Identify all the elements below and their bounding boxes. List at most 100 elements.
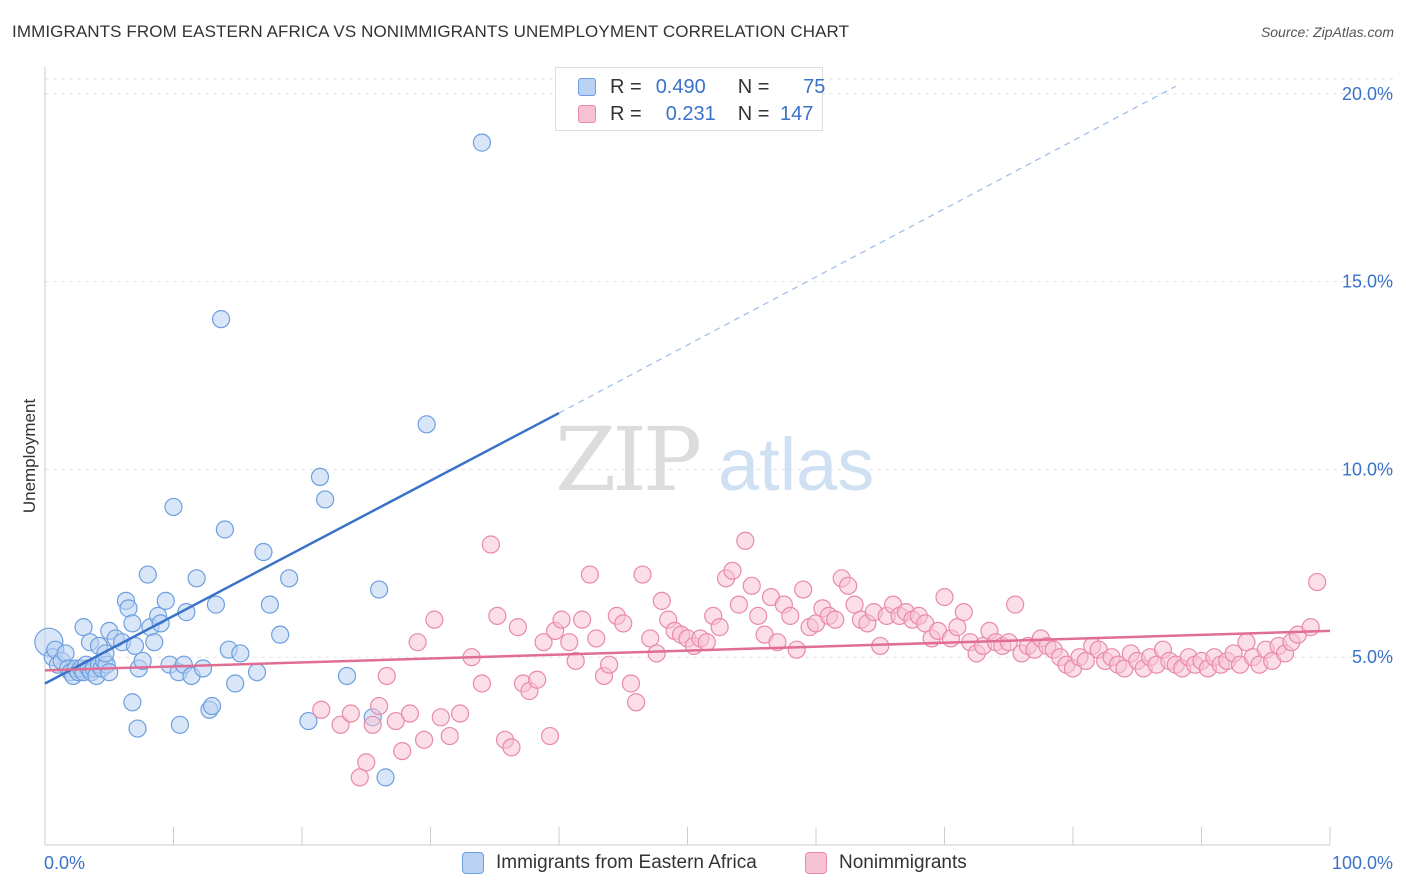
legend-row-nonimmigrants: R = 0.231 N = 147 xyxy=(578,102,813,126)
nonimmigrants-point xyxy=(472,674,491,693)
nonimmigrants-point xyxy=(781,606,800,625)
immigrants-point xyxy=(206,595,226,614)
nonimmigrants-point xyxy=(370,696,389,716)
watermark-zip: ZIP xyxy=(555,408,700,511)
legend-n-value-immigrants: 75 xyxy=(803,75,826,98)
nonimmigrants-point xyxy=(935,587,954,607)
nonimmigrants-point xyxy=(794,580,813,599)
nonimmigrants-point xyxy=(723,561,742,580)
legend-r-label: R = xyxy=(610,75,642,98)
nonimmigrants-point xyxy=(729,595,749,614)
nonimmigrants-point xyxy=(742,576,761,595)
nonimmigrants-point xyxy=(528,670,547,689)
series-legend-nonimmigrants: Nonimmigrants xyxy=(805,852,967,874)
nonimmigrants-point xyxy=(350,768,369,787)
legend-n-value-nonimmigrants: 147 xyxy=(780,102,814,125)
immigrants-point xyxy=(247,663,267,682)
immigrants-point xyxy=(164,497,183,517)
nonimmigrants-point xyxy=(633,565,652,584)
legend-r-label: R = xyxy=(610,102,642,125)
immigrants-point xyxy=(260,595,279,614)
nonimmigrants-point xyxy=(614,614,633,633)
immigrants-point xyxy=(472,133,491,152)
immigrants-trendline-extension xyxy=(558,85,1177,414)
nonimmigrants-point xyxy=(948,618,967,637)
series-label-immigrants: Immigrants from Eastern Africa xyxy=(496,852,757,873)
nonimmigrants-point xyxy=(600,655,619,674)
nonimmigrants-point xyxy=(450,704,470,723)
nonimmigrants-point xyxy=(573,610,592,629)
nonimmigrants-point xyxy=(566,651,585,671)
nonimmigrants-point xyxy=(580,565,599,584)
nonimmigrants-point xyxy=(341,704,360,723)
immigrants-point xyxy=(128,719,147,738)
series-swatch-immigrants xyxy=(462,852,484,874)
immigrants-point xyxy=(280,569,299,588)
correlation-legend: R = 0.490 N = 75 R = 0.231 N = 147 xyxy=(555,67,825,131)
nonimmigrants-point xyxy=(826,610,845,629)
legend-r-value-immigrants: 0.490 xyxy=(655,75,706,98)
y-tick-label: 20.0% xyxy=(1342,84,1393,104)
y-axis-label: Unemployment xyxy=(20,398,39,514)
immigrants-point xyxy=(156,591,175,610)
nonimmigrants-point xyxy=(425,610,444,629)
nonimmigrants-point xyxy=(408,633,427,652)
immigrants-point xyxy=(215,520,234,539)
immigrants-point xyxy=(193,659,213,678)
nonimmigrants-point xyxy=(845,595,864,614)
nonimmigrants-point xyxy=(363,715,382,734)
immigrants-point xyxy=(119,599,138,618)
immigrants-point xyxy=(202,696,222,716)
nonimmigrants-point xyxy=(697,633,716,652)
immigrants-point xyxy=(417,415,436,434)
nonimmigrants-point xyxy=(710,618,729,637)
nonimmigrants-point xyxy=(393,741,412,761)
nonimmigrants-point xyxy=(749,606,768,625)
immigrants-point xyxy=(145,633,164,652)
nonimmigrants-trendline xyxy=(44,629,1331,672)
nonimmigrants-point xyxy=(534,633,553,652)
immigrants-point xyxy=(316,490,335,509)
y-tick-label: 10.0% xyxy=(1342,459,1393,479)
immigrants-point xyxy=(133,651,152,671)
chart-title: IMMIGRANTS FROM EASTERN AFRICA VS NONIMM… xyxy=(12,22,850,41)
nonimmigrants-point xyxy=(626,693,646,712)
legend-row-immigrants: R = 0.490 N = 75 xyxy=(578,75,825,99)
legend-swatch-immigrants xyxy=(578,78,596,96)
series-label-nonimmigrants: Nonimmigrants xyxy=(839,852,967,873)
immigrants-point xyxy=(211,310,231,329)
legend-r-value-nonimmigrants: 0.231 xyxy=(665,102,716,125)
immigrants-point xyxy=(310,467,330,487)
nonimmigrants-point xyxy=(440,726,459,746)
immigrants-point xyxy=(74,618,93,637)
nonimmigrants-point xyxy=(652,591,671,610)
immigrants-point xyxy=(123,614,142,633)
immigrants-point xyxy=(187,569,206,588)
legend-n-label: N = xyxy=(737,102,770,125)
nonimmigrants-point xyxy=(647,644,666,663)
nonimmigrants-point xyxy=(386,711,405,731)
x-tick-label-max: 100.0% xyxy=(1332,853,1393,873)
nonimmigrants-point xyxy=(400,704,420,723)
nonimmigrants-point xyxy=(1308,572,1327,592)
nonimmigrants-point xyxy=(312,700,331,719)
nonimmigrants-point xyxy=(414,730,434,749)
nonimmigrants-point xyxy=(787,640,806,659)
immigrants-point xyxy=(123,693,142,712)
series-legend: Immigrants from Eastern Africa Nonimmigr… xyxy=(0,852,1406,878)
nonimmigrants-point xyxy=(736,531,755,550)
nonimmigrants-point xyxy=(488,606,507,625)
nonimmigrants-point xyxy=(377,666,396,686)
nonimmigrants-point xyxy=(839,576,858,595)
legend-n-label: N = xyxy=(737,75,770,98)
legend-swatch-nonimmigrants xyxy=(578,105,596,123)
series-swatch-nonimmigrants xyxy=(805,852,827,874)
x-tick-label-min: 0.0% xyxy=(44,853,85,873)
immigrants-point xyxy=(56,644,75,663)
nonimmigrants-point xyxy=(508,618,527,637)
immigrants-point xyxy=(138,565,157,584)
immigrants-trendline xyxy=(44,411,560,685)
nonimmigrants-point xyxy=(621,674,641,693)
watermark-atlas: atlas xyxy=(718,423,874,506)
